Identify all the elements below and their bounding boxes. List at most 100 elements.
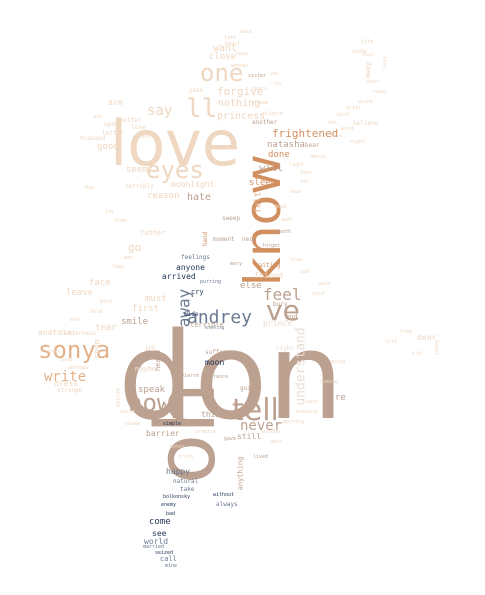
word-yes: yes	[270, 71, 280, 77]
word-door: door	[270, 439, 283, 445]
word-will: will	[259, 163, 284, 174]
word-mary: mary	[230, 261, 243, 267]
word-dear: dear	[417, 333, 437, 342]
word-far: far	[300, 179, 310, 185]
word-promise: promise	[195, 429, 217, 435]
word-forgive: forgive	[217, 85, 264, 98]
word-call: call	[160, 555, 177, 563]
word-moonlight: moonlight	[171, 180, 215, 189]
word-us: us	[145, 344, 156, 354]
word-grief: grief	[346, 105, 362, 111]
word-tenderness: tenderness	[60, 330, 97, 337]
word-come: come	[149, 517, 171, 527]
word-soon: soon	[382, 56, 389, 69]
word-moment: moment	[213, 236, 235, 243]
word-late: late	[224, 35, 237, 41]
word-wide: wide	[184, 311, 199, 318]
word-near: near	[290, 189, 303, 195]
word-write: write	[44, 369, 87, 385]
word-feel: feel	[263, 285, 302, 304]
word-terribly: terribly	[125, 183, 154, 190]
word-anyone: anyone	[176, 263, 205, 272]
word-father: father	[140, 229, 166, 237]
word-kiss: kiss	[139, 134, 152, 140]
word-ask: ask	[93, 114, 103, 120]
word-wonder: wonder	[231, 63, 250, 69]
word-speak: speak	[138, 385, 166, 395]
word-close: close	[209, 52, 237, 62]
word-first: first	[132, 304, 160, 314]
word-lived: lived	[253, 454, 269, 460]
word-seems: seems	[126, 165, 154, 175]
word-sad: sad	[300, 269, 310, 275]
word-tear: tear	[95, 323, 117, 333]
word-silence: silence	[262, 111, 284, 117]
word-now: now	[128, 389, 172, 417]
word-anything: anything	[236, 456, 245, 491]
word-honor: honor	[170, 444, 186, 450]
word-mind: mind	[100, 299, 113, 305]
word-young: young	[434, 339, 441, 356]
word-frightened: frightened	[272, 127, 339, 140]
word-married: married	[143, 544, 165, 550]
word-dance: dance	[310, 154, 326, 160]
word-husband: husband	[80, 135, 106, 142]
word-maybe: maybe	[135, 365, 157, 373]
word-voice: voice	[120, 409, 136, 415]
word-sister: sister	[248, 73, 267, 79]
word-warm: warm	[318, 281, 331, 287]
word-lose: lose	[131, 124, 146, 131]
word-bury: bury	[273, 301, 288, 308]
word-always: always	[216, 501, 238, 508]
word-moscow: moscow	[115, 388, 122, 407]
word-evening: evening	[296, 409, 318, 415]
word-perhaps: perhaps	[68, 365, 90, 371]
word-lost: lost	[48, 349, 61, 355]
word-strange: strange	[57, 387, 83, 394]
word-enemy: enemy	[161, 502, 177, 508]
word-sonya: sonya	[38, 336, 111, 364]
word-never: never	[240, 418, 283, 434]
word-arm: arm	[108, 98, 123, 107]
word-gave: gave	[224, 436, 237, 442]
word-natasha: natasha	[267, 140, 305, 150]
word-mad: mad	[282, 217, 292, 223]
word-bad: bad	[166, 511, 176, 517]
word-mine: mine	[165, 563, 178, 569]
word-pain: pain	[189, 87, 204, 94]
word-war: war	[124, 255, 134, 261]
word-waiting: waiting	[255, 262, 281, 269]
word-friend: friend	[254, 271, 283, 280]
word-heart: heart	[225, 41, 241, 47]
word-hold: hold	[90, 309, 103, 315]
word-arrived: arrived	[162, 272, 196, 281]
word-guilty: guilty	[240, 385, 262, 392]
word-true: true	[290, 257, 303, 263]
word-dream: dream	[253, 100, 269, 106]
word-alone: alone	[358, 99, 374, 105]
word-world: world	[144, 537, 169, 546]
word-see: see	[152, 529, 167, 538]
word-life: life	[361, 39, 374, 45]
word-free: free	[400, 329, 413, 335]
word-nothing: nothing	[218, 98, 261, 109]
word-day: day	[85, 185, 95, 191]
word-shame: shame	[125, 421, 141, 427]
word-ever: ever	[367, 79, 380, 85]
word-take: take	[180, 486, 195, 493]
word-god: god	[285, 313, 298, 321]
word-soul: soul	[362, 52, 375, 58]
word-princess: princess	[217, 111, 266, 122]
word-think: think	[201, 410, 226, 419]
word-wait: wait	[306, 399, 319, 405]
word-re: re	[335, 393, 346, 403]
word-dead: dead	[274, 204, 287, 210]
word-forget: forget	[262, 243, 281, 249]
word-sweep: sweep	[222, 215, 241, 222]
word-ready: ready	[372, 89, 388, 95]
word-cry: cry	[191, 288, 204, 296]
word-death: death	[276, 229, 292, 235]
word-better: better	[120, 117, 142, 124]
word-smile: smile	[121, 317, 149, 327]
word-back: back	[240, 29, 253, 35]
